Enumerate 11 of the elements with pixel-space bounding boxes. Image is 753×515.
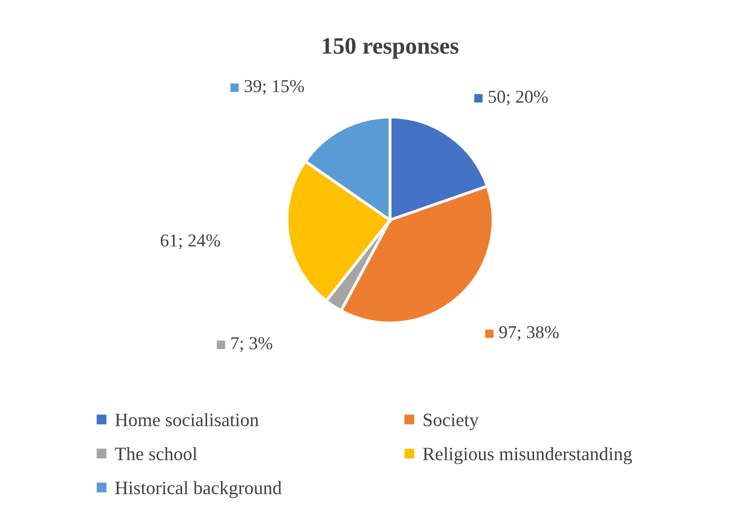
- data-label: 39; 15%: [244, 80, 304, 95]
- chart-title: 150 responses: [322, 38, 458, 59]
- data-label: 97; 38%: [499, 326, 559, 341]
- legend-label: Historical background: [115, 481, 282, 498]
- legend-label: Religious misunderstanding: [422, 447, 632, 464]
- legend-label: The school: [115, 447, 198, 460]
- legend-label: Home socialisation: [115, 413, 259, 426]
- data-label: 7; 3%: [231, 337, 272, 352]
- data-label: 61; 24%: [160, 234, 220, 250]
- data-label: 50; 20%: [488, 90, 548, 106]
- legend-label: Society: [424, 414, 479, 430]
